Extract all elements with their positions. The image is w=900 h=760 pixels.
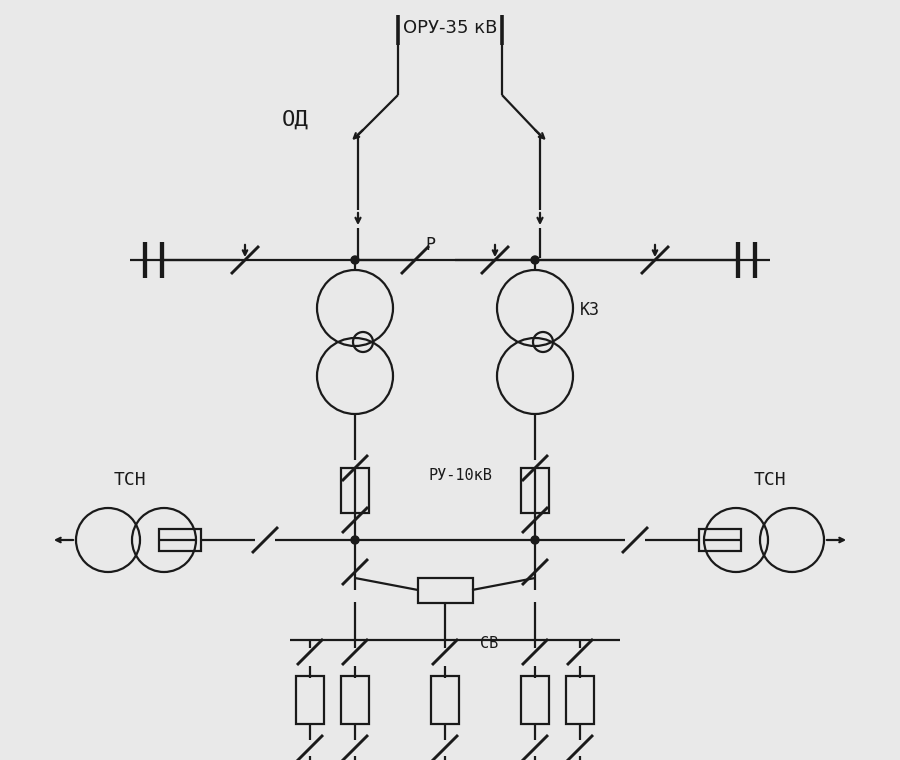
Circle shape [351,536,359,544]
Bar [159,529,201,551]
Bar [566,676,594,724]
Text: СВ: СВ [480,635,499,651]
Text: ОД: ОД [282,110,309,130]
Bar [699,529,741,551]
Text: КЗ: КЗ [580,301,600,319]
Bar [521,467,549,512]
Text: РУ-10кВ: РУ-10кВ [428,467,492,483]
Bar [418,578,472,603]
Text: Р: Р [425,236,435,254]
Text: ТСН: ТСН [113,471,147,489]
Bar [341,676,369,724]
Circle shape [531,536,539,544]
Text: ОРУ-35 кВ: ОРУ-35 кВ [403,19,497,37]
Bar [431,676,459,724]
Bar [296,676,324,724]
Circle shape [531,256,539,264]
Circle shape [351,256,359,264]
Text: ТСН: ТСН [753,471,787,489]
Bar [341,467,369,512]
Bar [521,676,549,724]
